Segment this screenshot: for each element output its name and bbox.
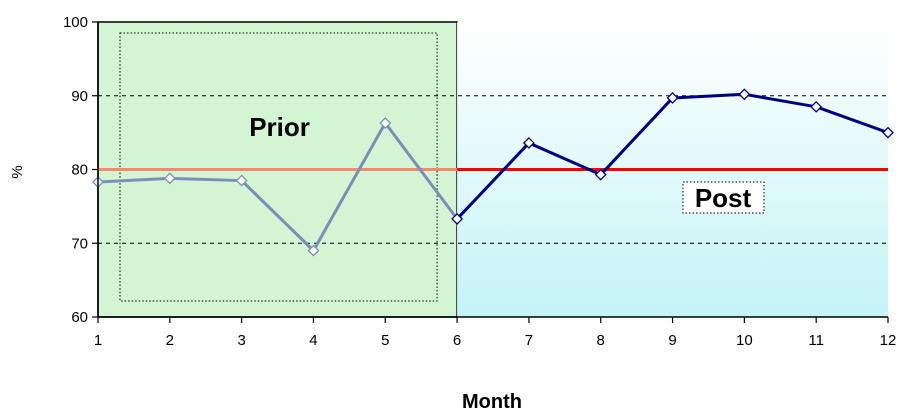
annotation-prior: Prior <box>249 112 310 142</box>
x-tick-label-4: 4 <box>309 332 317 349</box>
series-1-point-3 <box>235 174 248 187</box>
x-tick-label-10: 10 <box>736 332 753 349</box>
post-annotation-box <box>682 181 765 214</box>
series-2-point-7 <box>522 137 535 149</box>
x-tick-label-11: 11 <box>808 332 824 349</box>
series-1-point-2 <box>163 172 176 185</box>
x-tick-label-8: 8 <box>597 332 605 349</box>
series-1-line <box>97 121 459 253</box>
y-tick-label-80: 80 <box>71 162 88 179</box>
x-tick-label-12: 12 <box>880 332 897 349</box>
x-tick-label-2: 2 <box>166 332 174 349</box>
y-axis-label: % <box>9 165 26 178</box>
axes <box>92 21 889 323</box>
y-tick-label-60: 60 <box>71 309 88 326</box>
x-tick-label-1: 1 <box>94 332 102 349</box>
x-tick-label-9: 9 <box>668 332 676 349</box>
x-axis-label: Month <box>462 391 522 413</box>
y-tick-label-90: 90 <box>71 88 88 105</box>
prior-annotation-box <box>119 32 438 302</box>
annotation-post: Post <box>695 183 752 213</box>
series-2-point-12 <box>882 126 894 139</box>
series-2-point-8 <box>594 168 607 181</box>
series-1-point-4 <box>307 244 320 257</box>
x-tick-label-6: 6 <box>453 332 461 349</box>
series-2-point-11 <box>810 100 823 113</box>
y-tick-label-100: 100 <box>63 14 88 31</box>
x-tick-label-3: 3 <box>237 332 245 349</box>
y-tick-label-70: 70 <box>71 235 88 252</box>
series-layer <box>92 88 894 257</box>
x-tick-label-5: 5 <box>381 332 389 349</box>
series-2-point-10 <box>738 88 751 101</box>
series-1-point-5 <box>379 117 392 129</box>
series-2-point-9 <box>666 92 679 104</box>
x-tick-label-7: 7 <box>525 332 533 349</box>
series-2-point-6 <box>451 212 464 225</box>
